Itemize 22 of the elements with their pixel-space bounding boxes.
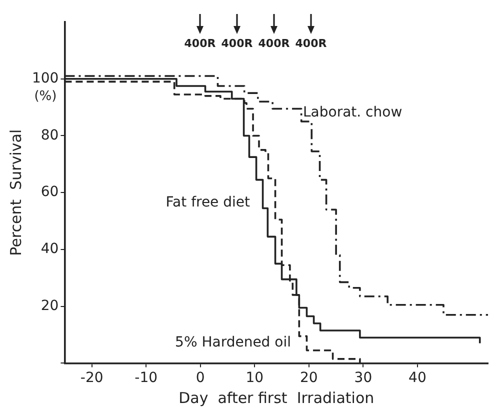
annotation: 400R bbox=[258, 36, 290, 50]
y-tick-label: 80 bbox=[40, 127, 59, 144]
x-axis-title: Day after first Irradiation bbox=[178, 388, 374, 407]
y-tick-label: 20 bbox=[40, 298, 59, 314]
annotation: 400R bbox=[184, 36, 216, 50]
x-tick-label: 0 bbox=[196, 370, 205, 386]
series-label: Fat free diet bbox=[166, 194, 251, 211]
y-tick-label: 40 bbox=[40, 241, 59, 258]
annotation: 400R bbox=[221, 36, 254, 50]
series-label: Laborat. chow bbox=[303, 104, 402, 121]
y-tick-label: 60 bbox=[40, 184, 59, 200]
annotation: 400R bbox=[295, 36, 328, 50]
series-label: 5% Hardened oil bbox=[175, 334, 291, 351]
x-tick-label: -20 bbox=[80, 370, 104, 386]
x-tick-label: 20 bbox=[300, 370, 318, 386]
x-tick-label: -10 bbox=[134, 370, 158, 386]
text: (%) bbox=[34, 89, 57, 104]
x-tick-label: 10 bbox=[246, 370, 264, 386]
y-tick-label: 100 bbox=[32, 70, 59, 87]
x-tick-label: 40 bbox=[408, 370, 426, 386]
x-tick-label: 30 bbox=[354, 370, 372, 386]
y-axis-title: Percent Survival bbox=[6, 129, 25, 256]
